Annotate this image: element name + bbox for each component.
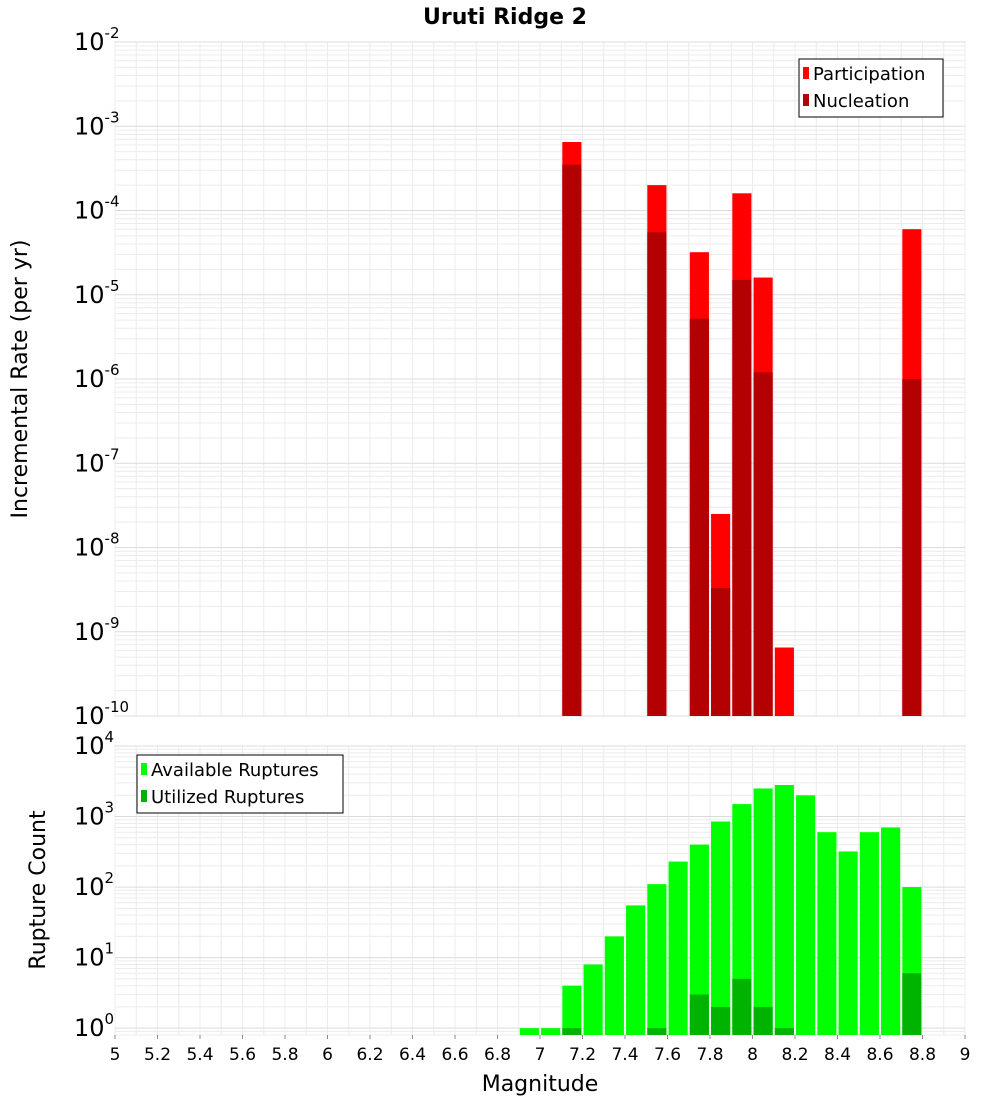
y-tick-label: 10-5 <box>74 277 120 309</box>
y-tick-label: 10-8 <box>74 530 120 562</box>
y-tick-label: 104 <box>74 728 114 760</box>
count-bar-available-ruptures <box>647 884 667 1035</box>
legend-box <box>798 58 944 118</box>
x-tick-label: 7 <box>535 1045 546 1065</box>
legend-box <box>136 754 344 814</box>
count-bar-available-ruptures <box>774 785 794 1035</box>
count-bar-available-ruptures <box>562 985 582 1035</box>
count-bar-available-ruptures <box>838 851 858 1035</box>
y-tick-label: 100 <box>74 1010 114 1042</box>
count-bar-utilized-ruptures <box>562 1028 582 1035</box>
y-tick-label: 102 <box>74 869 114 901</box>
legend-label: Nucleation <box>813 91 909 112</box>
count-bar-available-ruptures <box>817 832 837 1035</box>
count-bar-available-ruptures <box>626 905 646 1035</box>
x-tick-label: 8 <box>747 1045 758 1065</box>
count-bar-available-ruptures <box>753 788 773 1035</box>
count-bar-available-ruptures <box>859 832 879 1035</box>
count-bar-utilized-ruptures <box>647 1028 667 1035</box>
legend-swatch <box>803 67 809 79</box>
count-bar-available-ruptures <box>541 1028 561 1035</box>
y-tick-label: 10-3 <box>74 108 120 140</box>
y-tick-label: 101 <box>74 940 114 972</box>
x-tick-label: 6.4 <box>399 1045 426 1065</box>
x-tick-label: 9 <box>960 1045 971 1065</box>
count-bar-utilized-ruptures <box>732 978 752 1035</box>
x-axis-label: Magnitude <box>482 1072 599 1097</box>
y-tick-label: 10-2 <box>74 24 120 56</box>
x-tick-label: 8.8 <box>909 1045 936 1065</box>
rate-bar-nucleation <box>562 164 582 716</box>
count-bar-utilized-ruptures <box>711 1006 731 1035</box>
count-bar-available-ruptures <box>689 844 709 1035</box>
x-tick-label: 6.6 <box>441 1045 468 1065</box>
count-y-axis-label: Rupture Count <box>26 810 51 970</box>
rate-bar-nucleation <box>732 279 752 716</box>
legend-swatch <box>141 763 147 775</box>
legend-label: Available Ruptures <box>151 760 319 781</box>
rate-legend: Participation Nucleation <box>798 58 944 118</box>
y-tick-label: 10-4 <box>74 193 120 225</box>
x-tick-label: 8.6 <box>866 1045 893 1065</box>
x-tick-label: 8.2 <box>781 1045 808 1065</box>
rate-bar-nucleation <box>689 318 709 716</box>
legend-swatch <box>803 94 809 106</box>
count-bars <box>519 785 922 1035</box>
rate-y-axis-label: Incremental Rate (per yr) <box>8 240 33 519</box>
x-tick-label: 5.4 <box>186 1045 213 1065</box>
rate-bar-participation <box>774 647 794 716</box>
y-tick-label: 10-7 <box>74 445 120 477</box>
count-y-ticks: 100 101 102 103 104 <box>74 728 114 1042</box>
legend-label: Utilized Ruptures <box>151 787 304 808</box>
x-tick-label: 8.4 <box>824 1045 851 1065</box>
count-legend: Available Ruptures Utilized Ruptures <box>136 754 344 814</box>
rate-bar-nucleation <box>753 372 773 716</box>
y-tick-label: 103 <box>74 799 114 831</box>
y-tick-label: 10-6 <box>74 361 120 393</box>
x-tick-label: 5.2 <box>144 1045 171 1065</box>
count-bar-available-ruptures <box>732 804 752 1035</box>
count-bar-utilized-ruptures <box>902 973 922 1035</box>
rate-bar-nucleation <box>711 588 731 716</box>
count-bar-available-ruptures <box>604 936 624 1035</box>
x-tick-label: 5 <box>110 1045 121 1065</box>
rupture-count-panel: 100 101 102 103 104 5 5.2 5.4 5.6 5.8 6 6.2 6.4 6.6 6… <box>26 728 970 1097</box>
x-tick-label: 6 <box>322 1045 333 1065</box>
count-bar-available-ruptures <box>711 821 731 1035</box>
rate-panel: 10-10 10-9 10-8 10-7 10-6 10-5 10-4 10-3 10-2 In… <box>8 24 966 730</box>
count-bar-available-ruptures <box>796 795 816 1035</box>
x-tick-label: 6.8 <box>484 1045 511 1065</box>
y-tick-label: 10-9 <box>74 614 120 646</box>
x-tick-label: 7.4 <box>611 1045 638 1065</box>
magnitude-x-ticks: 5 5.2 5.4 5.6 5.8 6 6.2 6.4 6.6 6.8 7 7.2 7.4 7.6 7.8 8… <box>110 1035 971 1065</box>
chart-title: Uruti Ridge 2 <box>423 5 587 30</box>
count-bar-utilized-ruptures <box>774 1028 794 1035</box>
x-tick-label: 5.8 <box>271 1045 298 1065</box>
legend-label: Participation <box>813 64 925 85</box>
x-tick-label: 7.2 <box>569 1045 596 1065</box>
y-tick-label: 10-10 <box>74 698 129 730</box>
x-tick-label: 5.6 <box>229 1045 256 1065</box>
count-bar-available-ruptures <box>519 1028 539 1035</box>
rate-bar-nucleation <box>647 232 667 716</box>
rate-y-ticks: 10-10 10-9 10-8 10-7 10-6 10-5 10-4 10-3 10-2 <box>74 24 129 730</box>
count-bar-utilized-ruptures <box>689 994 709 1035</box>
count-bar-available-ruptures <box>881 827 901 1035</box>
rate-grid <box>114 41 966 717</box>
rate-bar-nucleation <box>902 379 922 716</box>
x-tick-label: 7.8 <box>696 1045 723 1065</box>
x-tick-label: 6.2 <box>356 1045 383 1065</box>
count-bar-available-ruptures <box>583 964 603 1035</box>
count-bar-available-ruptures <box>668 861 688 1035</box>
x-tick-label: 7.6 <box>654 1045 681 1065</box>
rate-bars <box>562 142 922 717</box>
count-bar-utilized-ruptures <box>753 1006 773 1035</box>
legend-swatch <box>141 790 147 802</box>
